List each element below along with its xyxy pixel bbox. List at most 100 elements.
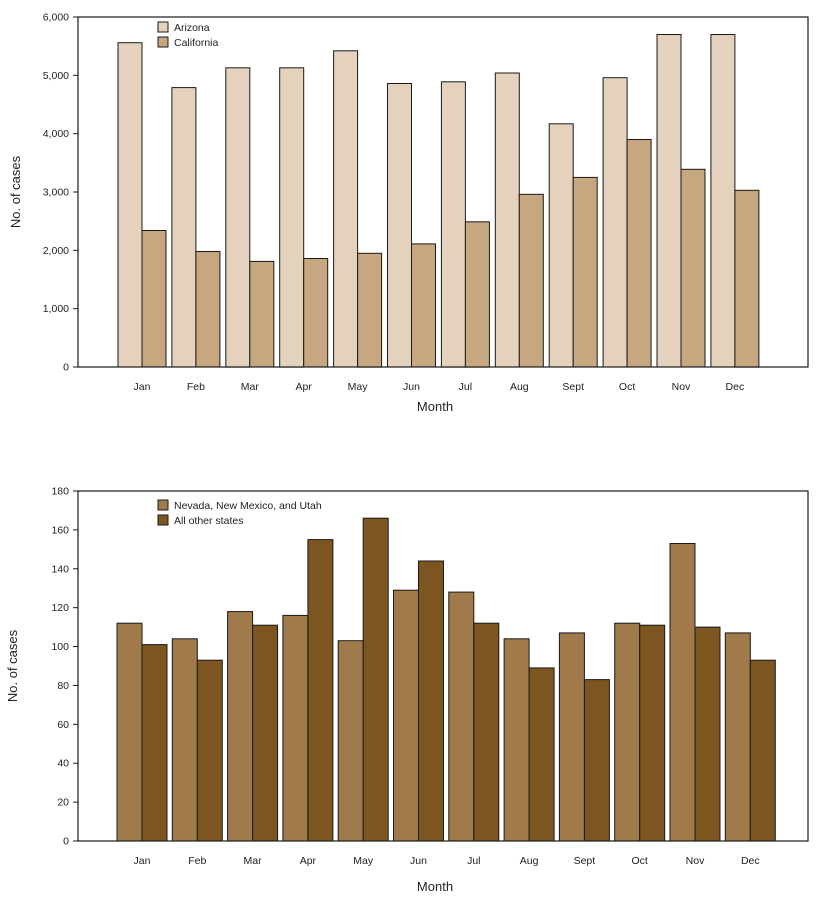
y-tick-label: 5,000 xyxy=(43,70,69,82)
x-tick-label: Apr xyxy=(300,855,317,867)
legend-swatch xyxy=(157,36,169,48)
bar-nevada-new-mexico-and-utah-jan xyxy=(116,622,143,842)
y-tick-label: 80 xyxy=(57,680,69,692)
bar-california-mar xyxy=(249,260,275,368)
x-tick-label: Sept xyxy=(574,855,596,867)
bar-arizona-sept xyxy=(548,123,574,368)
bar-nevada-new-mexico-and-utah-feb xyxy=(171,638,198,842)
bar-nevada-new-mexico-and-utah-jun xyxy=(393,589,419,842)
bar-arizona-nov xyxy=(656,34,682,368)
x-tick-label: Feb xyxy=(188,855,206,867)
x-tick-label: Aug xyxy=(510,381,529,393)
bar-nevada-new-mexico-and-utah-aug xyxy=(503,638,530,842)
x-tick-label: Dec xyxy=(726,381,745,393)
bar-nevada-new-mexico-and-utah-mar xyxy=(227,611,254,842)
bar-all-other-states-sept xyxy=(583,679,610,842)
bar-arizona-mar xyxy=(225,67,251,368)
chart-2: 0 20 40 60 80 100 120 140 160 180 Jan Feb Mar Apr May J… xyxy=(5,486,809,894)
bar-nevada-new-mexico-and-utah-oct xyxy=(614,622,641,842)
x-tick-label: Mar xyxy=(244,855,263,867)
legend-label: California xyxy=(174,37,219,49)
y-tick-label: 120 xyxy=(51,602,69,614)
x-tick-label: Dec xyxy=(741,855,760,867)
y-tick-label: 1,000 xyxy=(43,303,69,315)
bar-california-nov xyxy=(680,168,706,368)
y-tick-label: 140 xyxy=(51,563,69,575)
y-tick-label: 0 xyxy=(63,836,69,848)
bar-arizona-aug xyxy=(494,72,520,368)
bar-california-jul xyxy=(464,221,490,368)
y-tick-label: 3,000 xyxy=(43,187,69,199)
bar-arizona-jul xyxy=(440,81,466,368)
bar-arizona-dec xyxy=(710,34,736,368)
x-tick-label: May xyxy=(353,855,374,867)
x-axis-title: Month xyxy=(417,399,453,414)
bar-all-other-states-oct xyxy=(639,624,666,842)
y-tick-label: 40 xyxy=(57,758,69,770)
bar-arizona-apr xyxy=(279,67,305,368)
bar-nevada-new-mexico-and-utah-jul xyxy=(448,591,475,842)
legend-label: All other states xyxy=(174,515,243,527)
y-tick-label: 0 xyxy=(63,362,69,374)
bar-california-oct xyxy=(626,139,652,368)
legend-swatch xyxy=(157,21,169,33)
legend-label: Arizona xyxy=(174,22,210,34)
bar-all-other-states-may xyxy=(362,517,389,842)
bar-nevada-new-mexico-and-utah-dec xyxy=(724,632,751,842)
x-tick-label: Jan xyxy=(134,381,151,393)
bar-all-other-states-jan xyxy=(141,644,168,842)
bar-california-sept xyxy=(572,176,598,368)
chart-1: 0 1,000 2,000 3,000 4,000 5,000 6,000 Jan Feb Mar… xyxy=(8,12,809,414)
bar-all-other-states-jun xyxy=(418,560,444,842)
y-tick-label: 160 xyxy=(51,524,69,536)
bar-all-other-states-feb xyxy=(196,659,223,842)
x-tick-label: Aug xyxy=(520,855,539,867)
x-tick-label: Jul xyxy=(467,855,480,867)
legend-swatch xyxy=(157,514,169,526)
x-tick-label: Nov xyxy=(686,855,705,867)
bar-california-dec xyxy=(734,189,760,368)
bar-all-other-states-apr xyxy=(307,539,334,842)
x-tick-label: Mar xyxy=(241,381,260,393)
y-tick-label: 20 xyxy=(57,797,69,809)
bar-nevada-new-mexico-and-utah-nov xyxy=(669,543,696,842)
x-tick-label: Jul xyxy=(459,381,472,393)
bar-nevada-new-mexico-and-utah-sept xyxy=(558,632,585,842)
bar-california-jun xyxy=(411,243,436,368)
x-tick-label: Jun xyxy=(403,381,420,393)
bar-arizona-may xyxy=(333,50,359,368)
bar-california-feb xyxy=(195,251,221,368)
x-tick-label: Oct xyxy=(619,381,635,393)
bar-all-other-states-jul xyxy=(473,622,500,842)
y-tick-label: 4,000 xyxy=(43,128,69,140)
legend: Nevada, New Mexico, and Utah All other st… xyxy=(157,499,322,527)
plot-frame xyxy=(77,490,809,842)
bar-all-other-states-aug xyxy=(528,667,555,842)
legend: Arizona California xyxy=(157,21,219,49)
y-tick-label: 180 xyxy=(51,486,69,498)
legend-label: Nevada, New Mexico, and Utah xyxy=(174,500,322,512)
bar-arizona-jan xyxy=(117,42,143,368)
x-tick-label: Jan xyxy=(134,855,151,867)
y-tick-label: 60 xyxy=(57,719,69,731)
bar-all-other-states-mar xyxy=(252,624,279,842)
bar-arizona-feb xyxy=(171,87,197,368)
bar-california-jan xyxy=(141,230,167,368)
x-tick-label: Feb xyxy=(187,381,205,393)
bar-california-may xyxy=(357,252,383,368)
legend-swatch xyxy=(157,499,169,511)
x-tick-label: Apr xyxy=(296,381,313,393)
y-axis-title: No. of cases xyxy=(8,155,23,228)
y-axis-title: No. of cases xyxy=(5,629,20,702)
bar-nevada-new-mexico-and-utah-apr xyxy=(282,614,309,842)
x-tick-label: Jun xyxy=(410,855,427,867)
bar-california-aug xyxy=(518,193,544,368)
bar-arizona-oct xyxy=(602,77,628,368)
y-tick-label: 100 xyxy=(51,641,69,653)
x-tick-label: Oct xyxy=(632,855,648,867)
bar-arizona-jun xyxy=(387,83,412,368)
y-tick-label: 6,000 xyxy=(43,12,69,24)
bar-all-other-states-dec xyxy=(749,659,776,842)
x-axis-title: Month xyxy=(417,879,453,894)
